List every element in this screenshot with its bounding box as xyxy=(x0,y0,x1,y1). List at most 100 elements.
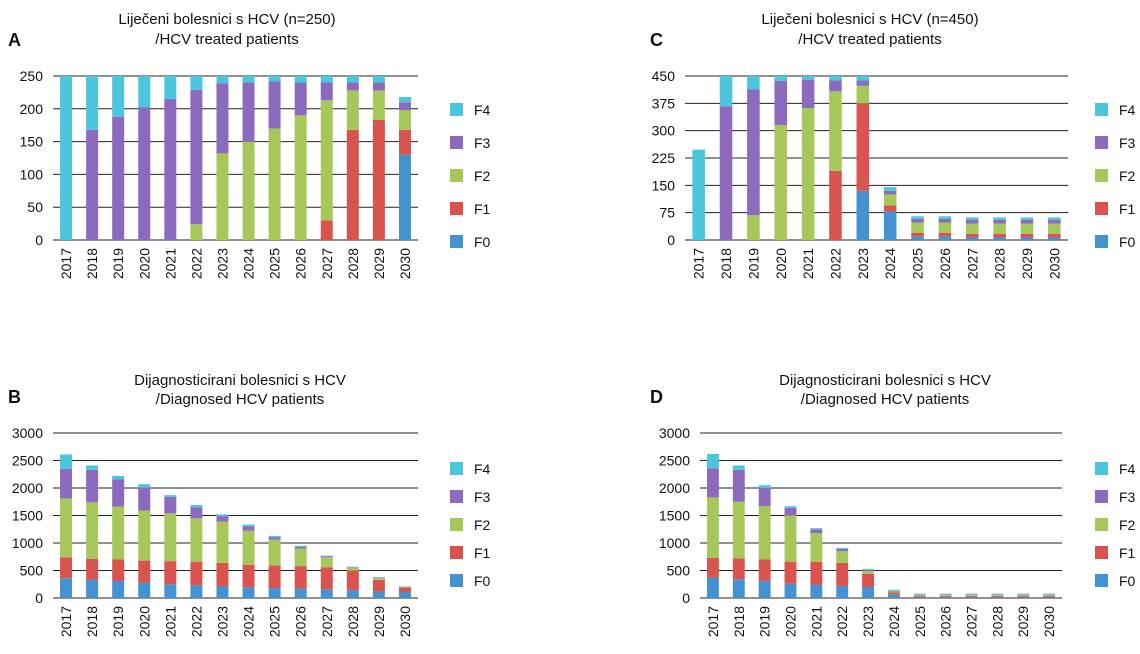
y-tick-label: 50 xyxy=(27,199,43,215)
bar-segment-f2 xyxy=(346,567,359,571)
bar-segment-f1 xyxy=(887,592,900,595)
bar-segment-f2 xyxy=(268,539,281,566)
bar-segment-f3 xyxy=(372,577,385,579)
bar-segment-f2 xyxy=(60,498,73,558)
chart-subtitle: /Diagnosed HCV patients xyxy=(156,391,324,408)
bar-segment-f0 xyxy=(320,589,333,598)
bar-segment-f3 xyxy=(216,83,229,154)
bar-segment-f0 xyxy=(836,585,849,598)
bar-segment-f3 xyxy=(86,469,99,503)
bar-segment-f4 xyxy=(732,465,745,470)
legend-label: F0 xyxy=(1119,234,1136,250)
bar-segment-f0 xyxy=(372,591,385,598)
bar-segment-f1 xyxy=(911,232,924,237)
legend-swatch-f1 xyxy=(1095,546,1108,559)
bar-segment-f4 xyxy=(810,528,823,530)
bar-segment-f0 xyxy=(938,236,952,240)
bar-segment-f1 xyxy=(965,595,978,597)
bar-segment-f3 xyxy=(965,219,979,224)
x-tick-label: 2026 xyxy=(293,248,309,279)
bar-segment-f2 xyxy=(190,224,203,240)
chart-subtitle: /HCV treated patients xyxy=(798,31,941,48)
chart-panel-a: A Liječeni bolesnici s HCV (n=250) /HCV tr… xyxy=(8,11,491,279)
bar-segment-f2 xyxy=(112,506,125,560)
x-tick-label: 2026 xyxy=(938,606,954,637)
bar-segment-f4 xyxy=(862,568,875,570)
chart-title: Liječeni bolesnici s HCV (n=250) xyxy=(118,11,335,28)
legend-swatch-f0 xyxy=(450,235,463,248)
bar-segment-f2 xyxy=(810,533,823,562)
bar-segment-f2 xyxy=(829,91,842,171)
bar-segment-f1 xyxy=(112,559,125,581)
legend-label: F2 xyxy=(1119,517,1136,533)
bar-segment-f2 xyxy=(372,578,385,580)
x-tick-label: 2023 xyxy=(860,606,876,637)
y-tick-label: 1000 xyxy=(659,535,690,551)
x-tick-label: 2020 xyxy=(136,606,152,637)
bar-segment-f3 xyxy=(398,102,411,111)
bar-segment-f3 xyxy=(346,567,359,568)
bar-segment-f4 xyxy=(60,76,73,240)
bar-segment-f2 xyxy=(216,521,229,563)
bar-segment-f2 xyxy=(164,513,177,562)
y-tick-label: 75 xyxy=(659,205,675,221)
bar-segment-f3 xyxy=(190,89,203,225)
bar-segment-f1 xyxy=(268,565,281,589)
bar-segment-f3 xyxy=(939,594,952,595)
x-tick-label: 2029 xyxy=(371,248,387,279)
x-tick-label: 2019 xyxy=(110,606,126,637)
x-tick-label: 2029 xyxy=(371,606,387,637)
y-tick-label: 300 xyxy=(652,123,676,139)
bar-segment-f1 xyxy=(883,205,897,212)
bar-segment-f4 xyxy=(887,589,900,591)
bar-segment-f4 xyxy=(346,566,359,568)
bar-segment-f2 xyxy=(758,506,771,560)
bar-segment-f0 xyxy=(268,588,281,598)
bar-segment-f2 xyxy=(913,594,926,596)
bar-segment-f2 xyxy=(706,497,719,558)
bar-segment-f0 xyxy=(1048,237,1061,240)
bar-segment-f1 xyxy=(862,573,875,587)
bar-segment-f2 xyxy=(747,215,760,240)
bar-segment-f3 xyxy=(862,569,875,572)
bar-segment-f3 xyxy=(138,487,151,511)
bar-segment-f2 xyxy=(242,141,255,240)
bar-segment-f0 xyxy=(706,577,719,598)
x-tick-label: 2020 xyxy=(773,248,789,279)
chart-panel-b: B Dijagnosticirani bolesnici s HCV/Diagno… xyxy=(8,372,491,637)
bar-segment-f2 xyxy=(774,125,788,240)
bar-segment-f4 xyxy=(372,577,385,578)
bar-segment-f0 xyxy=(862,587,875,598)
chart-panel-d: D Dijagnosticirani bolesnici s HCV/Diagno… xyxy=(650,372,1136,637)
bar-segment-f3 xyxy=(911,218,924,223)
bar-segment-f4 xyxy=(320,555,333,557)
x-tick-label: 2026 xyxy=(937,248,953,279)
x-tick-label: 2021 xyxy=(162,248,178,279)
bar-segment-f1 xyxy=(965,233,979,238)
bar-segment-f1 xyxy=(939,595,952,597)
bar-segment-f0 xyxy=(887,594,900,598)
legend-swatch-f4 xyxy=(1095,103,1108,116)
bar-segment-f3 xyxy=(294,82,307,116)
bar-segment-f4 xyxy=(268,535,281,538)
x-tick-label: 2022 xyxy=(188,248,204,279)
x-tick-label: 2029 xyxy=(1019,248,1035,279)
x-tick-label: 2030 xyxy=(397,248,413,279)
bar-segment-f2 xyxy=(86,502,99,559)
bar-segment-f4 xyxy=(86,465,99,470)
bar-segment-f4 xyxy=(138,76,151,108)
bar-segment-f1 xyxy=(836,562,849,586)
bar-segment-f0 xyxy=(758,580,771,598)
x-tick-label: 2028 xyxy=(345,248,361,279)
y-tick-label: 225 xyxy=(652,150,676,166)
bar-segment-f2 xyxy=(991,594,1004,596)
bar-segment-f2 xyxy=(372,90,385,120)
bar-segment-f1 xyxy=(60,557,73,579)
x-tick-label: 2023 xyxy=(855,248,871,279)
bar-segment-f1 xyxy=(242,564,255,588)
legend-swatch-f4 xyxy=(450,103,463,116)
bar-segment-f0 xyxy=(190,585,203,598)
bar-segment-f4 xyxy=(112,475,125,480)
x-tick-label: 2022 xyxy=(834,606,850,637)
bar-segment-f2 xyxy=(965,594,978,596)
